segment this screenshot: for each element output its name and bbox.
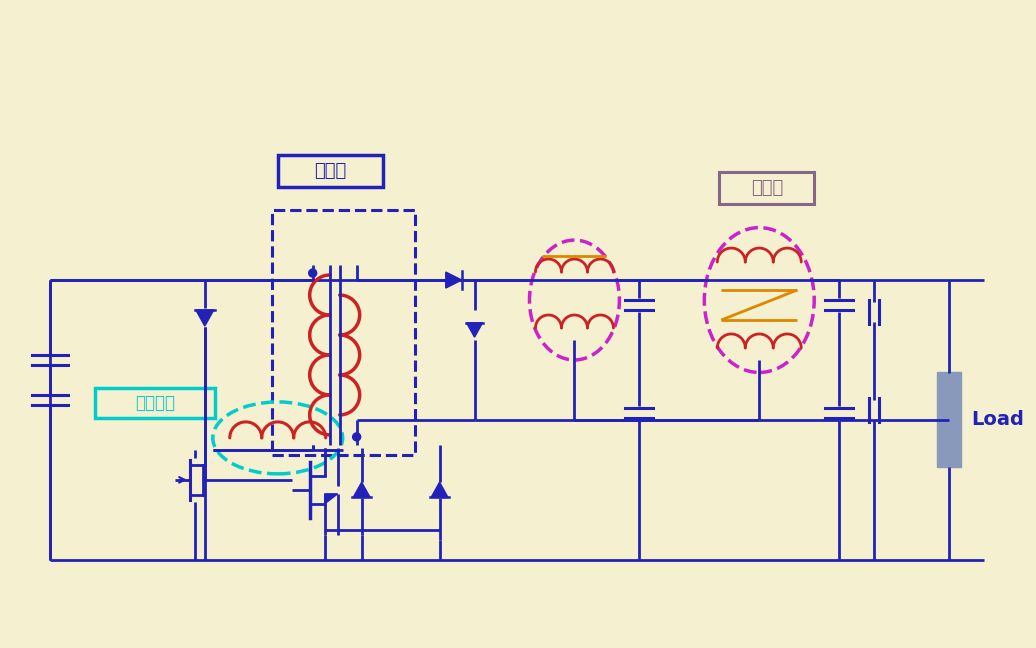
Polygon shape bbox=[431, 482, 448, 498]
Bar bbox=[271, 210, 414, 455]
Polygon shape bbox=[466, 323, 483, 337]
Text: Load: Load bbox=[971, 410, 1024, 430]
Circle shape bbox=[309, 269, 317, 277]
Bar bbox=[938, 372, 961, 467]
Circle shape bbox=[352, 433, 361, 441]
Bar bbox=[719, 172, 814, 204]
Text: 变压器: 变压器 bbox=[314, 162, 346, 180]
Polygon shape bbox=[353, 482, 370, 498]
Text: 谐振电感: 谐振电感 bbox=[135, 394, 175, 412]
Bar bbox=[278, 155, 382, 187]
Bar bbox=[95, 388, 214, 418]
Polygon shape bbox=[196, 310, 213, 326]
Polygon shape bbox=[324, 494, 338, 504]
Polygon shape bbox=[445, 272, 462, 288]
Text: 扼流圈: 扼流圈 bbox=[751, 179, 783, 197]
